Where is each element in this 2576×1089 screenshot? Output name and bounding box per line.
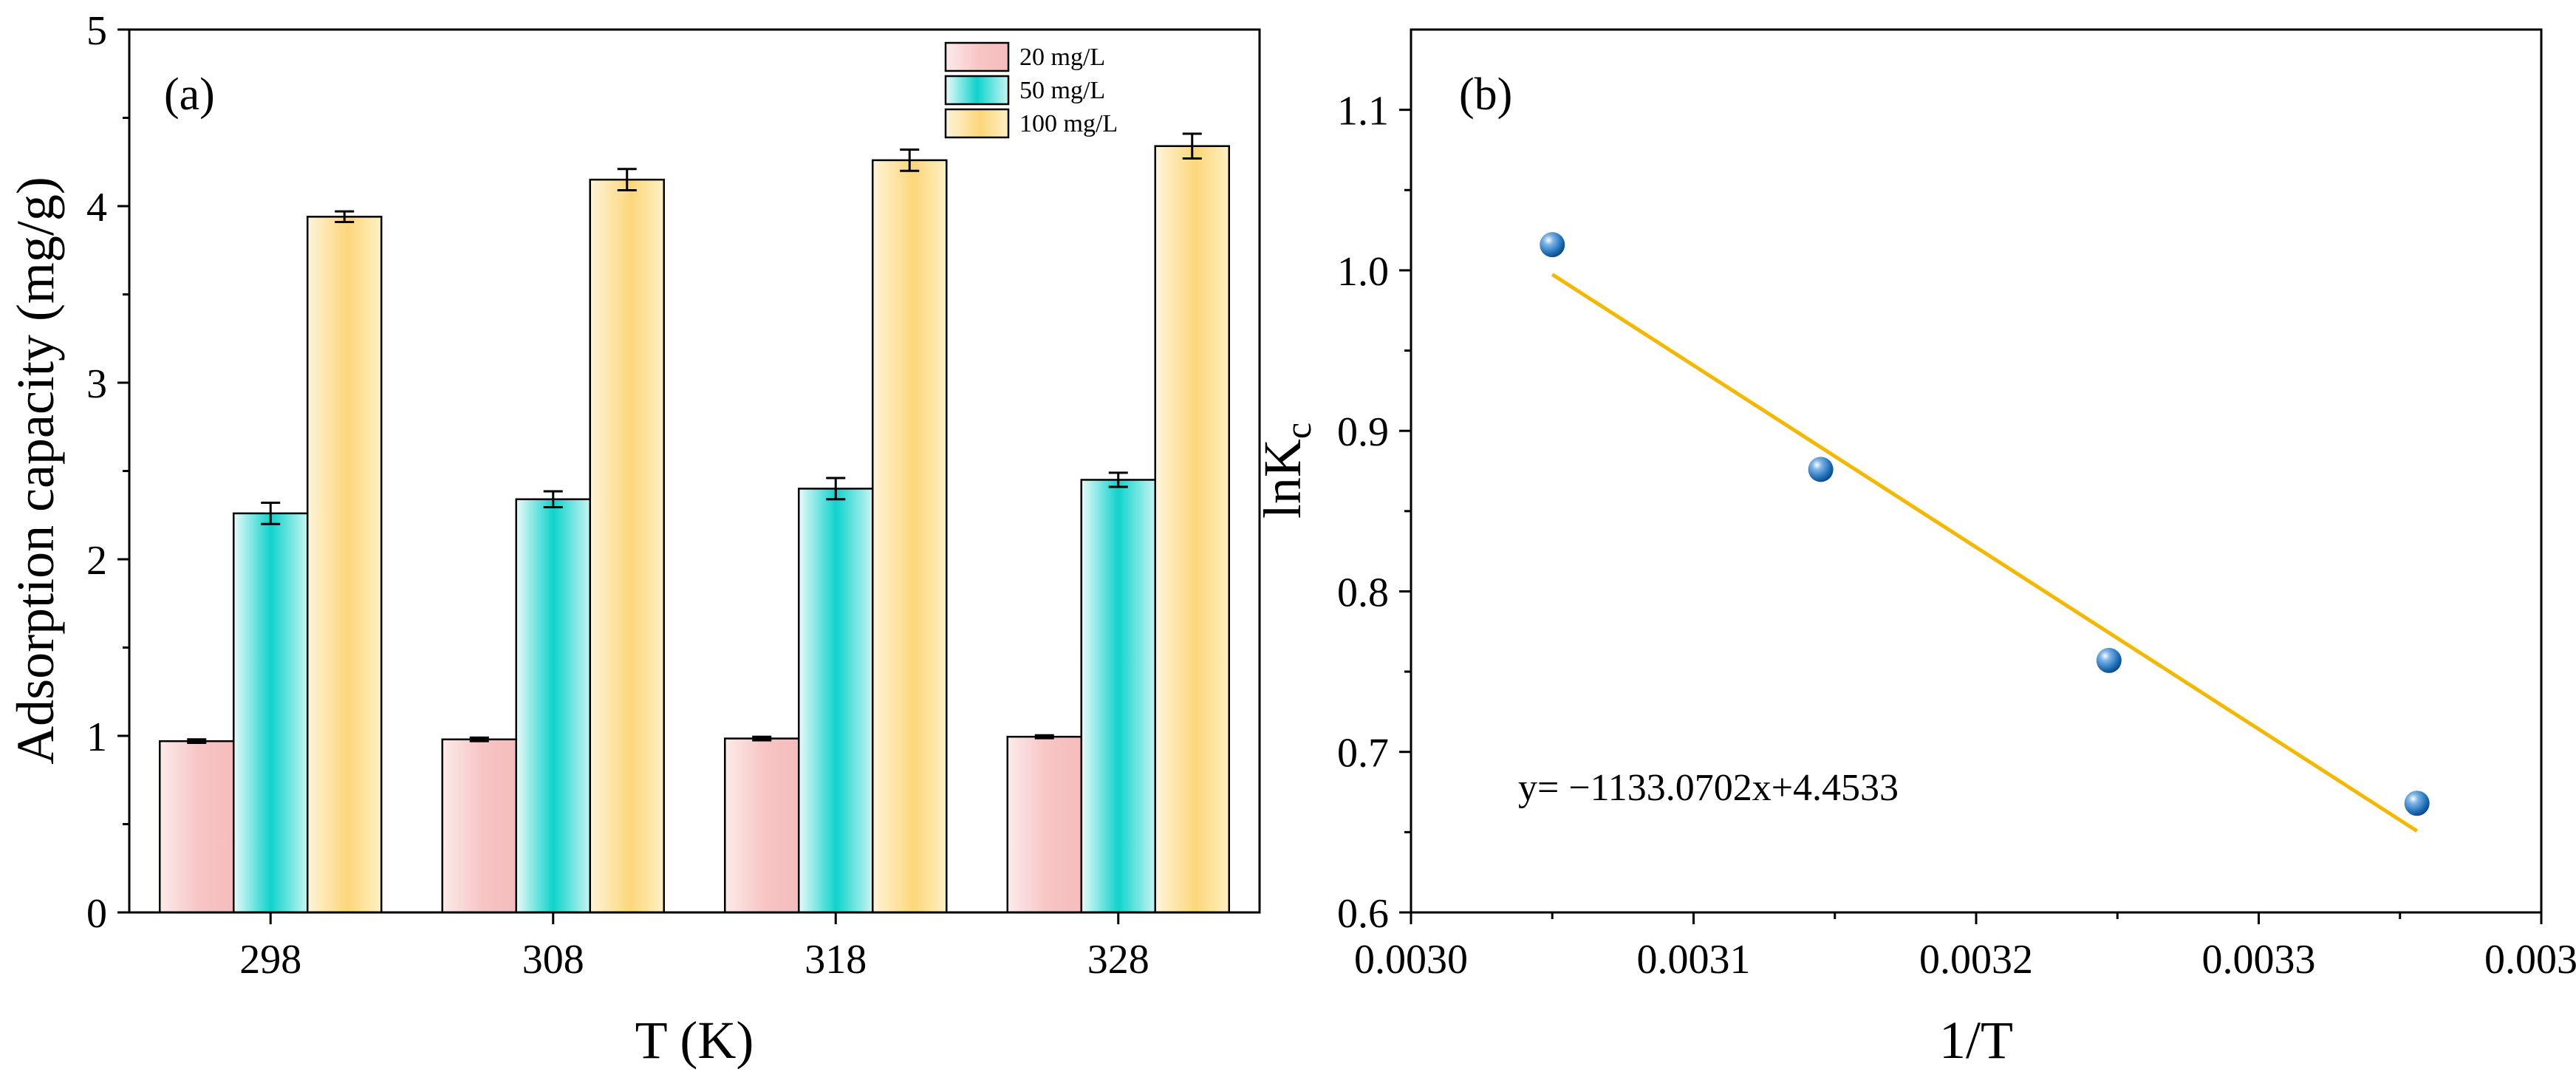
panel-a-bar-chart: 0 1 2 3 4 5 298 308 318 328 (a) T (K) Adsorption… <box>6 8 1261 1070</box>
data-point <box>1540 232 1565 258</box>
legend-swatch <box>944 108 1010 139</box>
bar <box>515 498 591 914</box>
bar <box>159 740 235 914</box>
y-tick-label: 4 <box>86 185 107 231</box>
y-tick-label: 0 <box>86 891 107 937</box>
y-tick-label: 0.6 <box>1337 891 1389 937</box>
panel-b-label: (b) <box>1459 69 1512 120</box>
x-tick-label: 0.0033 <box>2202 937 2316 983</box>
x-tick-label: 0.0032 <box>1919 937 2033 983</box>
y-tick-label: 0.7 <box>1337 731 1389 776</box>
bar <box>1154 145 1230 914</box>
y-tick-label: 1.0 <box>1337 249 1389 295</box>
bar <box>872 159 948 914</box>
panel-a-bars <box>159 145 1230 914</box>
legend-swatch <box>944 41 1010 72</box>
panel-b-y-axis-title-subscript: c <box>1277 423 1319 439</box>
bar <box>798 488 874 914</box>
panel-b-y-axis-title: lnKc <box>1253 423 1319 519</box>
panel-a-legend: 20 mg/L 50 mg/L 100 mg/L <box>944 41 1118 139</box>
legend-label: 50 mg/L <box>1019 77 1105 104</box>
panel-a-label: (a) <box>164 69 215 120</box>
bar <box>307 216 383 914</box>
panel-a-error-bars <box>187 132 1202 745</box>
y-tick-label: 2 <box>86 538 107 584</box>
panel-b-equation: y= −1133.0702x+4.4533 <box>1518 767 1899 809</box>
bar <box>233 512 309 914</box>
bar <box>1080 479 1156 914</box>
legend-label: 20 mg/L <box>1019 44 1105 71</box>
panel-b-x-axis-title: 1/T <box>1939 1011 2013 1070</box>
x-tick-label: 0.0031 <box>1637 937 1751 983</box>
data-point <box>2096 647 2122 673</box>
x-tick-label: 0.0030 <box>1354 937 1468 983</box>
panel-a-x-ticks: 298 308 318 328 <box>239 912 1149 983</box>
bar <box>589 178 665 914</box>
x-tick-label: 318 <box>804 937 867 983</box>
bar <box>724 737 800 914</box>
y-tick-label: 3 <box>86 361 107 407</box>
panel-b-y-ticks: 0.6 0.7 0.8 0.9 1.0 1.1 <box>1337 89 1411 937</box>
x-tick-label: 298 <box>239 937 301 983</box>
panel-a-x-axis-title: T (K) <box>635 1011 754 1070</box>
x-tick-label: 328 <box>1087 937 1149 983</box>
y-tick-label: 0.9 <box>1337 409 1389 455</box>
panel-b-fit-line <box>1551 273 2419 833</box>
bar <box>1006 735 1082 914</box>
panel-b-scatter-chart: 0.60.70.80.91.01.1 0.0030 0.0031 0.0032 0.0… <box>1253 28 2576 1070</box>
data-point <box>2404 791 2430 816</box>
data-point <box>1808 457 1834 482</box>
panel-a-y-axis-title: Adsorption capacity (mg/g) <box>6 177 65 765</box>
panel-b-x-ticks: 0.0030 0.0031 0.0032 0.0033 0.0034 <box>1354 912 2576 983</box>
panel-b-y-axis-title-main: lnK <box>1253 439 1312 519</box>
y-tick-label: 1.1 <box>1337 89 1389 134</box>
bar <box>441 738 517 914</box>
y-tick-label: 5 <box>86 8 107 54</box>
panel-a-y-ticks: 0 1 2 3 4 5 <box>86 8 129 937</box>
y-tick-label: 0.8 <box>1337 570 1389 615</box>
panel-b-points <box>1540 232 2430 816</box>
legend-label: 100 mg/L <box>1019 110 1118 137</box>
x-tick-label: 308 <box>522 937 584 983</box>
x-tick-label: 0.0034 <box>2484 937 2576 983</box>
y-tick-label: 1 <box>86 714 107 760</box>
legend-swatch <box>944 75 1010 106</box>
